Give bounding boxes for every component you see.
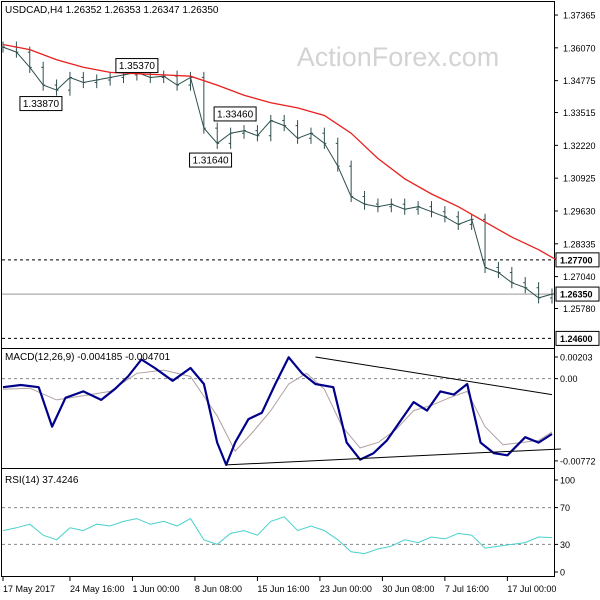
rsi-tick-label: 100 (560, 476, 575, 486)
time-tick-label: 15 Jun 16:00 (257, 584, 309, 594)
annotation-label: 1.33460 (217, 109, 254, 120)
level-label-box (555, 330, 600, 346)
annotation-label: 1.31640 (192, 156, 229, 167)
annotation-label: 1.33870 (23, 99, 60, 110)
price-tick-label: 1.30925 (563, 174, 596, 184)
macd-tick-label: 0.00 (560, 374, 578, 384)
rsi-tick-label: 30 (560, 540, 570, 550)
macd-trendline (226, 448, 561, 466)
level-label: 1.27700 (560, 255, 593, 265)
macd-tick-label: -0.00772 (560, 456, 596, 466)
price-series-line (2, 46, 553, 299)
annotation-box (213, 106, 257, 122)
annotation-box (19, 96, 63, 112)
price-tick-label: 1.34775 (563, 76, 596, 86)
macd-line (2, 356, 553, 466)
time-tick-label: 7 Jul 16:00 (445, 584, 489, 594)
macd-title: MACD(12,26,9) -0.004185 -0.004701 (5, 352, 171, 363)
level-label: 1.26350 (560, 290, 593, 300)
price-tick-label: 1.36070 (563, 43, 596, 53)
time-tick-label: 30 Jun 08:00 (382, 584, 434, 594)
price-tick-label: 1.29630 (563, 206, 596, 216)
level-label-box (555, 286, 600, 302)
price-tick-label: 1.28335 (563, 239, 596, 249)
macd-tick-label: 0.00203 (560, 353, 593, 363)
macd-signal-line (2, 369, 553, 452)
rsi-line (2, 516, 553, 555)
symbol-line: USDCAD,H4 1.26352 1.26353 1.26347 1.2635… (5, 5, 219, 16)
time-tick-label: 17 May 2017 (3, 584, 55, 594)
level-label: 1.24600 (560, 334, 593, 344)
macd-plot (2, 356, 561, 466)
watermark: ActionForex.com (297, 42, 500, 72)
time-tick-label: 24 May 16:00 (70, 584, 125, 594)
price-tick-label: 1.33515 (563, 108, 596, 118)
level-label-box (555, 252, 600, 268)
annotation-box (189, 152, 233, 168)
price-tick-label: 1.32220 (563, 141, 596, 151)
time-tick-label: 1 Jun 00:00 (132, 584, 179, 594)
rsi-title: RSI(14) 37.4246 (5, 475, 79, 486)
price-plot: 1.33870 1.35370 1.33460 1.31640 (1, 41, 562, 339)
rsi-tick-label: 70 (560, 503, 570, 513)
annotation-box (115, 58, 159, 74)
price-tick-label: 1.37365 (563, 11, 596, 21)
time-tick-label: 8 Jun 08:00 (195, 584, 242, 594)
rsi-plot (2, 507, 554, 555)
macd-trendline (315, 356, 553, 396)
price-tick-label: 1.25780 (563, 304, 596, 314)
rsi-panel-frame (1, 468, 555, 577)
time-tick-label: 17 Jul 00:00 (507, 584, 556, 594)
price-tick-label: 1.27040 (563, 272, 596, 282)
axis-labels: 1.37365 1.36070 1.34775 1.33515 1.32220 1.309… (2, 11, 600, 594)
annotation-label: 1.35370 (119, 61, 156, 72)
time-tick-label: 23 Jun 00:00 (320, 584, 372, 594)
moving-average-line (2, 43, 562, 263)
rsi-tick-label: 0 (560, 568, 565, 578)
